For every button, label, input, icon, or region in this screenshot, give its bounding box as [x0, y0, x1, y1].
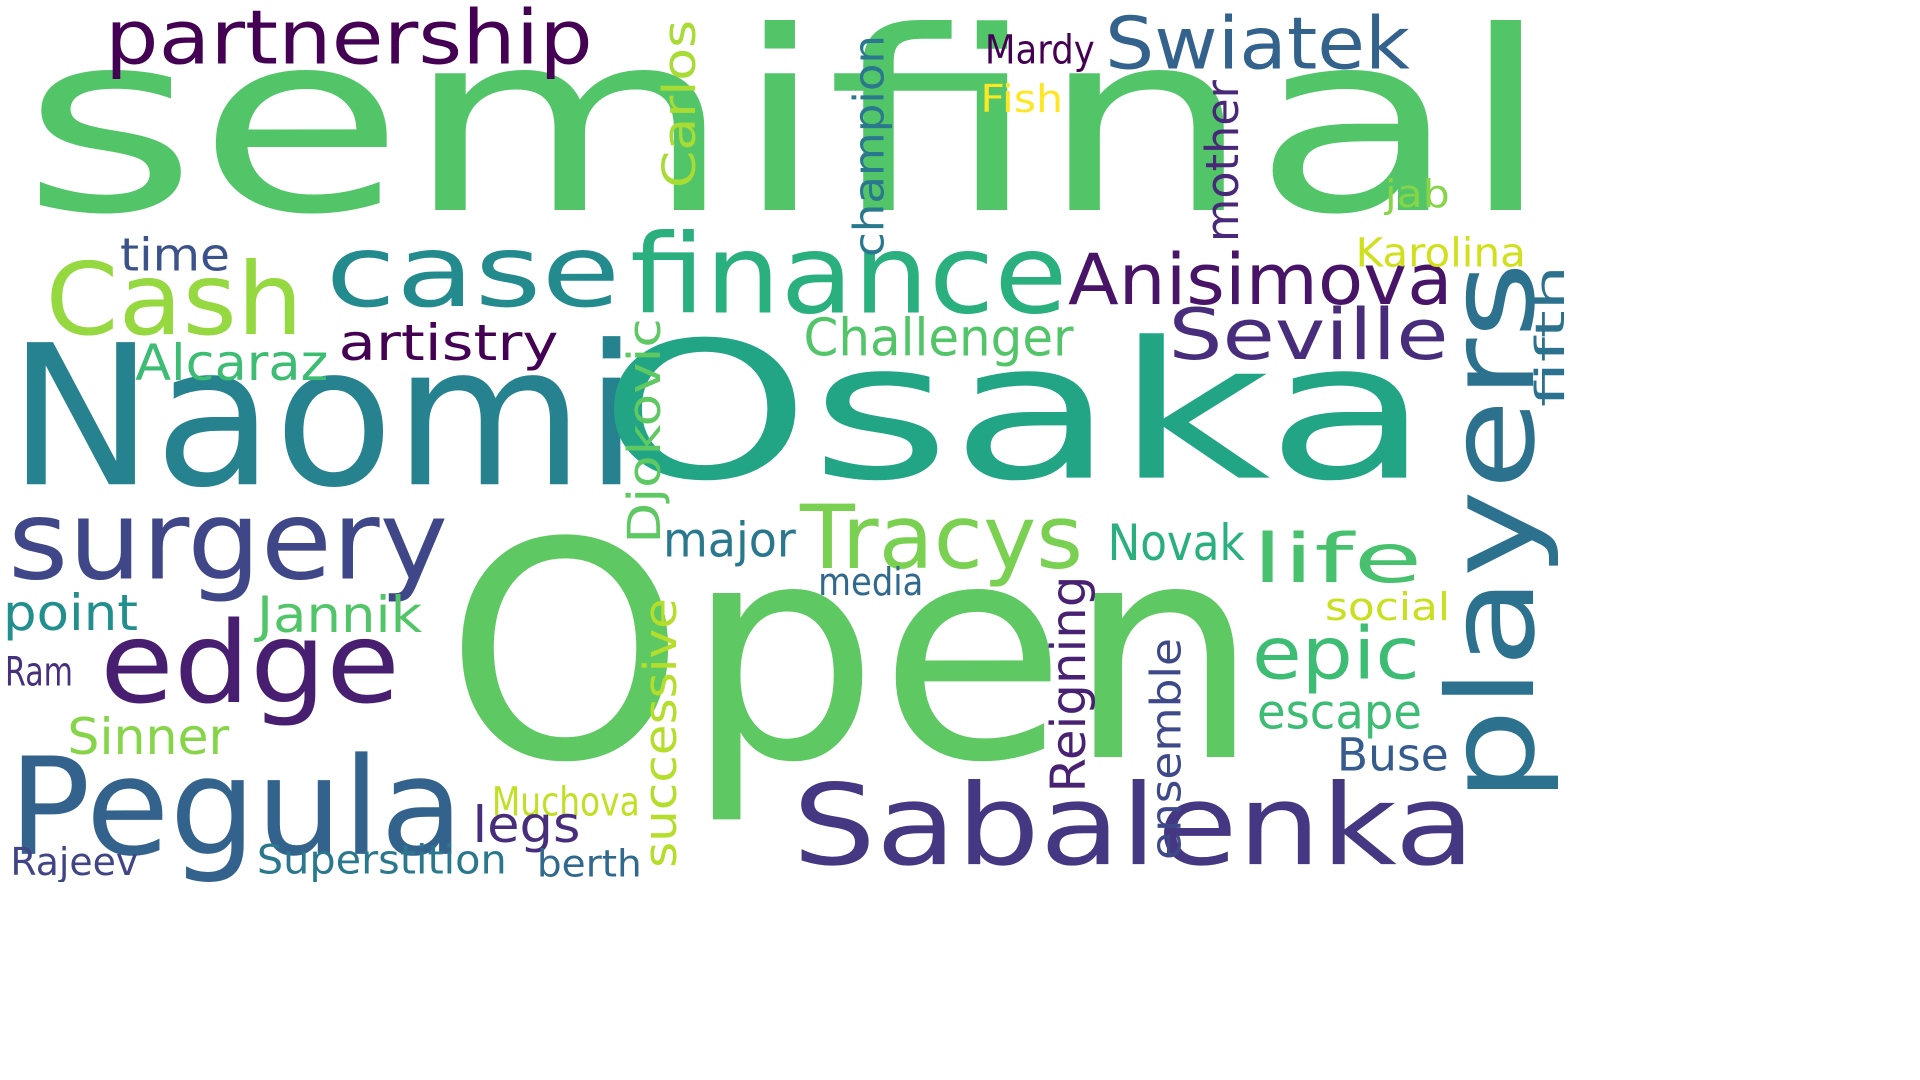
word-life: life	[1251, 518, 1423, 599]
word-artistry: artistry	[338, 313, 558, 372]
word-time: time	[119, 227, 230, 281]
word-jab: jab	[1384, 171, 1450, 217]
word-alcaraz: Alcaraz	[135, 333, 329, 392]
word-point: point	[3, 583, 139, 642]
word-tracys: Tracys	[800, 486, 1084, 590]
word-successive: successive	[633, 598, 687, 868]
word-ram: Ram	[4, 648, 73, 696]
word-jannik: Jannik	[257, 585, 423, 644]
word-major: major	[662, 511, 796, 568]
word-cloud: semifinal Open Naomi Osaka case finance …	[3, 0, 1568, 882]
word-reigning: Reigning	[1040, 575, 1097, 792]
word-mother: mother	[1195, 80, 1249, 242]
word-partnership: partnership	[104, 0, 593, 81]
word-social: social	[1325, 584, 1451, 630]
word-sinner: Sinner	[66, 707, 229, 766]
word-mardy: Mardy	[984, 26, 1095, 74]
word-muchova: Muchova	[491, 778, 640, 826]
word-semifinal: semifinal	[21, 0, 1553, 270]
word-swiatek: Swiatek	[1104, 1, 1410, 86]
word-escape: escape	[1256, 683, 1422, 740]
word-fifth: fifth	[1526, 264, 1568, 408]
word-anisimova: Anisimova	[1067, 238, 1453, 321]
word-rajeev: Rajeev	[9, 839, 138, 882]
word-open: Open	[444, 478, 1261, 829]
word-legs: legs	[471, 795, 580, 854]
word-superstition: Superstition	[256, 836, 507, 882]
word-osaka: Osaka	[598, 300, 1431, 524]
word-novak: Novak	[1107, 513, 1245, 572]
word-pegula: Pegula	[7, 727, 464, 882]
word-seville: Seville	[1168, 293, 1449, 376]
word-edge: edge	[100, 597, 400, 729]
word-fish: Fish	[979, 76, 1063, 122]
word-buse: Buse	[1336, 727, 1449, 781]
word-cash: Cash	[45, 241, 303, 358]
word-surgery: surgery	[7, 476, 449, 605]
word-berth: berth	[536, 841, 642, 882]
word-djokovic: Djokovic	[618, 317, 671, 544]
word-naomi: Naomi	[7, 302, 639, 531]
word-finance: finance	[630, 210, 1068, 339]
word-sabalenka: Sabalenka	[792, 759, 1475, 882]
word-media: media	[818, 559, 924, 605]
word-case: case	[325, 213, 620, 330]
word-carlos: Carlos	[653, 19, 706, 189]
word-challenger: Challenger	[803, 307, 1074, 369]
word-karolina: Karolina	[1355, 229, 1526, 277]
word-ensemble: ensemble	[1141, 638, 1191, 860]
word-epic: epic	[1251, 611, 1420, 696]
word-champion: champion	[844, 35, 894, 257]
